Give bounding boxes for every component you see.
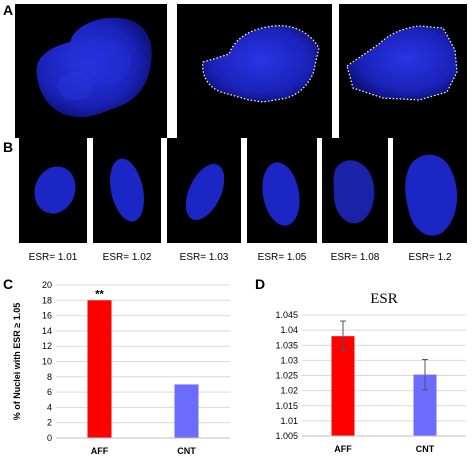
significance-annotation: ** — [95, 288, 104, 300]
nucleus-thumb-4 — [247, 138, 317, 243]
bar-cnt — [413, 374, 437, 436]
y-tick-label: 8 — [47, 372, 52, 382]
y-tick-label: 1.03 — [280, 355, 298, 365]
panel-label-c: C — [3, 276, 14, 292]
y-tick-label: 1.02 — [280, 386, 298, 396]
chart-title: ESR — [370, 291, 398, 307]
y-tick-label: 10 — [42, 357, 52, 367]
bar-aff — [87, 300, 112, 438]
y-tick-label: 14 — [42, 326, 52, 336]
y-tick-label: 1.035 — [275, 340, 298, 350]
bar-cnt — [174, 384, 199, 438]
esr-label-1: ESR= 1.01 — [28, 252, 78, 263]
y-tick-label: 16 — [42, 311, 52, 321]
y-tick-label: 2 — [47, 418, 52, 428]
nucleus-thumb-2 — [93, 138, 161, 243]
y-tick-label: 6 — [47, 387, 52, 397]
y-tick-label: 1.015 — [275, 401, 298, 411]
bar-aff — [331, 336, 355, 436]
x-tick-label: AFF — [91, 446, 109, 456]
nucleus-thumb-5 — [322, 138, 388, 243]
y-tick-label: 1.04 — [280, 325, 298, 335]
nucleus-image-original — [15, 4, 167, 138]
nucleus-image-convex-hull — [339, 4, 467, 138]
esr-label-5: ESR= 1.08 — [330, 252, 380, 263]
y-tick-label: 20 — [42, 280, 52, 290]
y-tick-label: 18 — [42, 295, 52, 305]
nucleus-thumb-6 — [393, 138, 467, 243]
x-tick-label: CNT — [177, 446, 196, 456]
y-tick-label: 0 — [47, 433, 52, 443]
esr-label-6: ESR= 1.2 — [408, 252, 452, 263]
nucleus-image-traced — [177, 4, 332, 138]
panel-label-b: B — [3, 139, 14, 155]
x-tick-label: CNT — [416, 444, 435, 454]
chart-c: 0 2 4 6 8 10 12 14 16 18 20 AFF ** CNT % of Nuclei wit… — [12, 280, 230, 456]
panel-label-a: A — [3, 2, 14, 18]
y-axis-title: % of Nuclei with ESR ≥ 1.05 — [12, 303, 22, 420]
nucleus-thumb-1 — [19, 138, 87, 243]
esr-label-4: ESR= 1.05 — [257, 252, 307, 263]
y-tick-label: 1.025 — [275, 371, 298, 381]
chart-d: 1.005 1.01 1.015 1.02 1.025 1.03 1.035 1.04 1.04… — [275, 291, 466, 454]
esr-label-3: ESR= 1.03 — [179, 252, 229, 263]
y-tick-label: 1.005 — [275, 431, 298, 441]
y-tick-label: 4 — [47, 402, 52, 412]
esr-label-2: ESR= 1.02 — [102, 252, 152, 263]
y-tick-label: 1.045 — [275, 310, 298, 320]
y-tick-label: 1.01 — [280, 416, 298, 426]
y-tick-label: 12 — [42, 341, 52, 351]
x-tick-label: AFF — [334, 444, 352, 454]
nucleus-thumb-3 — [167, 138, 241, 243]
panel-label-d: D — [255, 276, 266, 292]
